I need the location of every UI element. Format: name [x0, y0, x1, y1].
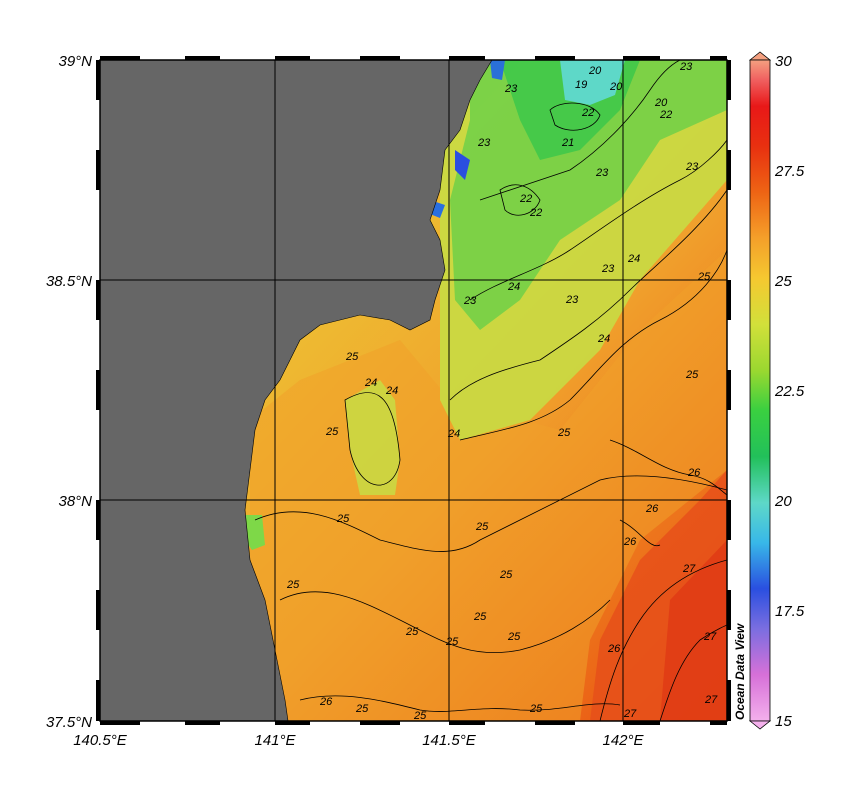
contour-label: 25: [445, 636, 459, 648]
colorbar: 30 27.5 25 22.5 20 17.5 15: [748, 51, 805, 730]
lat-tick-label: 38.5°N: [46, 273, 92, 290]
lat-tick-label: 37.5°N: [46, 714, 92, 731]
contour-label: 27: [704, 694, 718, 706]
contour-label: 24: [364, 377, 377, 389]
contour-label: 21: [561, 137, 574, 149]
contour-label: 20: [609, 81, 623, 93]
contour-label: 25: [345, 351, 359, 363]
contour-label: 24: [597, 333, 610, 345]
land-mass: [100, 60, 493, 721]
ocean-data-view-credit: Ocean Data View: [733, 623, 747, 720]
lat-tick-label: 39°N: [58, 53, 92, 70]
colorbar-tick-label: 30: [775, 53, 792, 70]
contour-label: 22: [659, 109, 672, 121]
contour-label: 27: [703, 631, 717, 643]
cool-patch-west: [345, 380, 400, 495]
contour-label: 25: [557, 427, 571, 439]
mid-warm-region: [250, 250, 727, 721]
colorbar-tick-label: 22.5: [774, 383, 805, 400]
map-plot-area: 20 19 20 20 21 22 22 23 23 23 23 23 22 2…: [100, 60, 727, 722]
colorbar-tick-label: 20: [774, 493, 792, 510]
contour-label: 26: [687, 467, 701, 479]
contour-label-group: 20 19 20 20 21 22 22 23 23 23 23 23 22 2…: [286, 61, 718, 722]
frame-tick-bars: [96, 56, 731, 725]
contour-label: 23: [477, 137, 491, 149]
colorbar-top-arrow: [748, 51, 772, 61]
contour-label: 27: [682, 563, 696, 575]
contour-label: 22: [529, 207, 542, 219]
contour-label: 20: [654, 97, 668, 109]
contour-label: 23: [504, 83, 518, 95]
contour-label: 24: [507, 281, 520, 293]
lon-tick-label: 141.5°E: [422, 732, 477, 749]
contour-lines: [254, 60, 727, 721]
cold-region: [450, 60, 727, 330]
coldest-patch: [560, 60, 625, 105]
contour-label: 25: [529, 703, 543, 715]
contour-label: 24: [385, 385, 398, 397]
lon-tick-label: 142°E: [602, 732, 644, 749]
contour-label: 23: [685, 161, 699, 173]
contour-label: 25: [325, 426, 339, 438]
colorbar-tick-label: 27.5: [774, 163, 805, 180]
contour-label: 25: [355, 703, 369, 715]
colorbar-tick-label: 15: [775, 713, 792, 730]
contour-label: 25: [475, 521, 489, 533]
grid-lines: [100, 60, 727, 721]
contour-label: 26: [645, 503, 659, 515]
colorbar-tick-label: 17.5: [775, 603, 805, 620]
contour-label: 26: [623, 536, 637, 548]
lat-tick-label: 38°N: [58, 493, 92, 510]
colorbar-gradient: [749, 59, 771, 722]
blue-patch-3: [490, 60, 505, 80]
coastal-green-patch: [245, 515, 265, 550]
contour-label: 25: [697, 271, 711, 283]
contour-label: 23: [565, 294, 579, 306]
contour-label: 25: [507, 631, 521, 643]
contour-label: 25: [413, 710, 427, 722]
contour-label: 23: [679, 61, 693, 73]
contour-label: 25: [405, 626, 419, 638]
contour-label: 24: [447, 428, 460, 440]
colorbar-bottom-arrow: [748, 720, 772, 730]
blue-patch-1: [455, 150, 470, 180]
contour-label: 25: [473, 611, 487, 623]
contour-label: 22: [581, 107, 594, 119]
contour-label: 19: [575, 79, 587, 91]
contour-label: 25: [286, 579, 300, 591]
lon-tick-label: 141°E: [254, 732, 296, 749]
contour-label: 25: [336, 513, 350, 525]
contour-label: 25: [685, 369, 699, 381]
contour-label: 27: [623, 708, 637, 720]
contour-label: 22: [519, 193, 532, 205]
lon-tick-label: 140.5°E: [73, 732, 128, 749]
contour-label: 23: [595, 167, 609, 179]
contour-label: 26: [319, 696, 333, 708]
contour-label: 23: [601, 263, 615, 275]
colorbar-tick-label: 25: [774, 273, 792, 290]
contour-label: 26: [607, 643, 621, 655]
contour-label: 23: [463, 295, 477, 307]
contour-label: 20: [588, 65, 602, 77]
contour-label: 25: [499, 569, 513, 581]
contour-label: 24: [627, 253, 640, 265]
